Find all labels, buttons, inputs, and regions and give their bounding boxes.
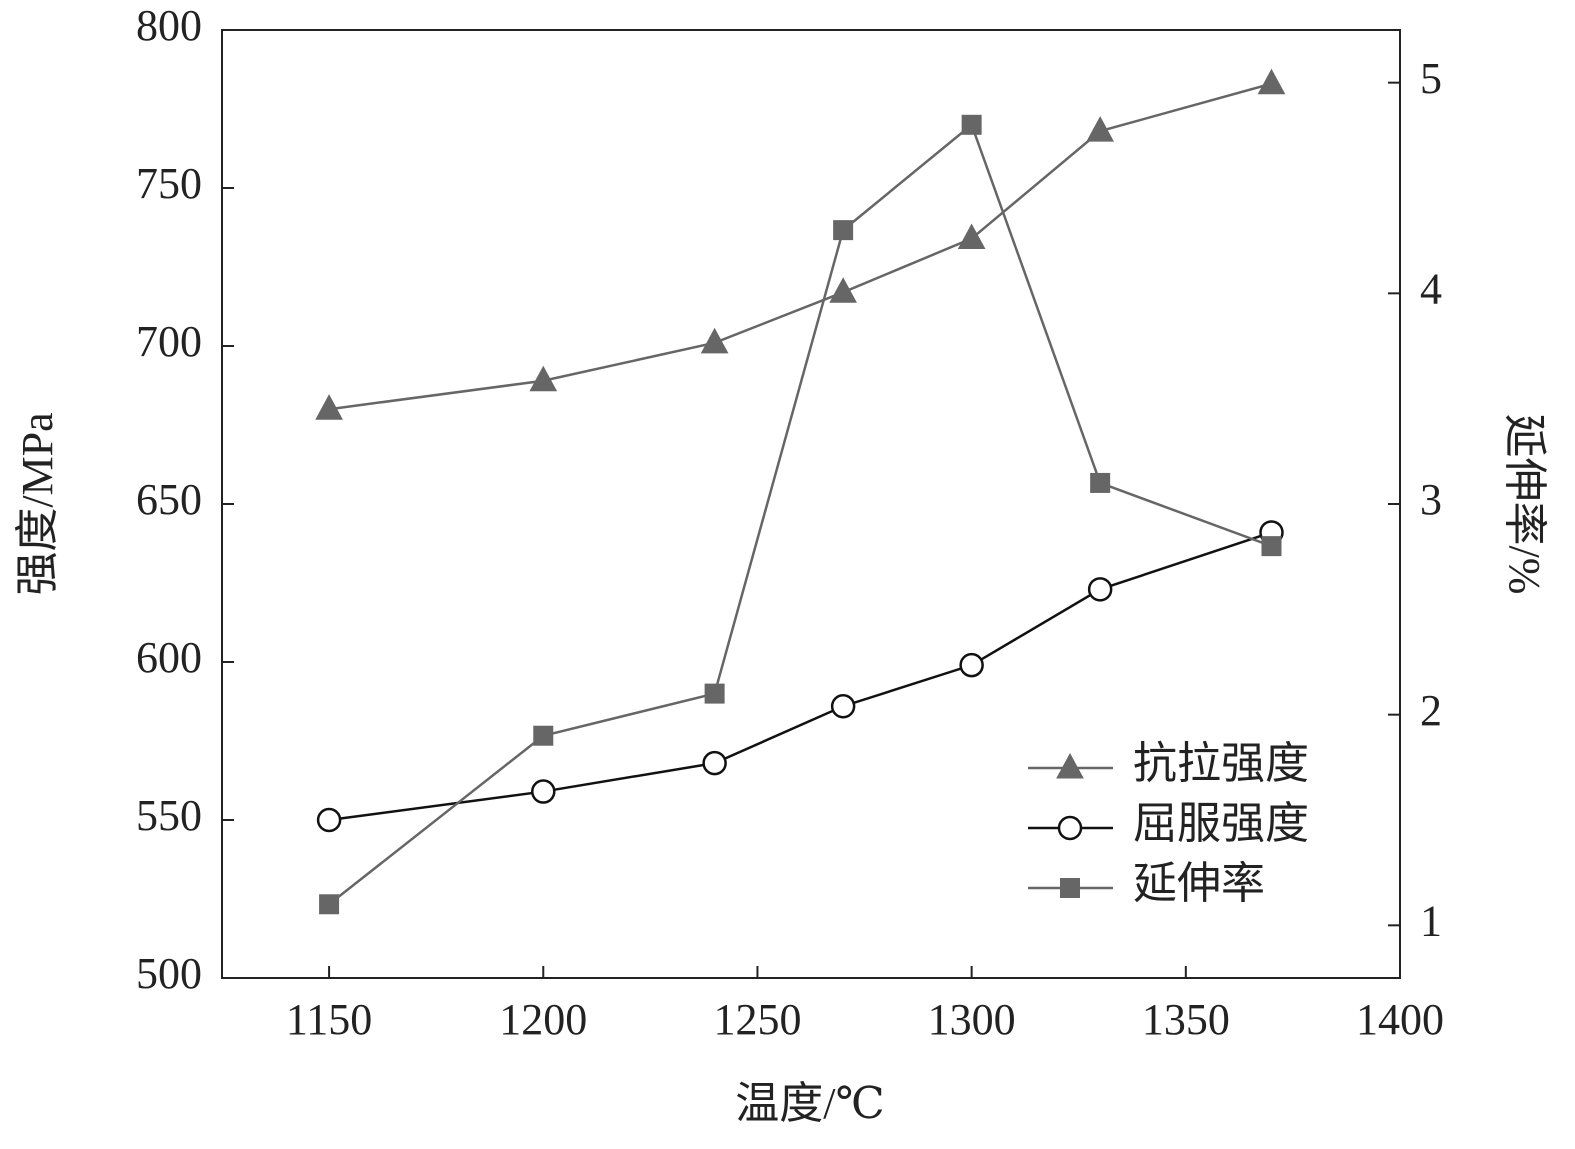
series-line	[328, 531, 1272, 822]
legend-text: 屈服强度	[1133, 799, 1309, 848]
x-tick-label: 1200	[499, 995, 587, 1044]
marker	[319, 894, 340, 915]
y2-axis-label: 延伸率/%	[1500, 414, 1549, 595]
marker	[959, 652, 984, 678]
y-tick-label: 800	[136, 1, 202, 50]
marker	[531, 779, 556, 804]
y-tick-label: 600	[136, 633, 202, 682]
legend-text: 抗拉强度	[1133, 739, 1309, 788]
marker	[704, 683, 725, 704]
legend-marker	[1057, 815, 1083, 841]
series-line	[328, 82, 1272, 411]
marker	[533, 725, 554, 746]
marker	[1090, 472, 1111, 493]
x-tick-label: 1250	[713, 995, 801, 1044]
legend-marker	[1060, 878, 1080, 898]
marker	[833, 220, 854, 241]
marker	[830, 693, 856, 719]
marker	[957, 223, 986, 250]
marker	[1257, 68, 1286, 95]
series-line	[328, 122, 1272, 906]
marker	[1261, 536, 1282, 557]
x-tick-label: 1300	[928, 995, 1016, 1044]
x-tick-label: 1400	[1356, 995, 1444, 1044]
y-tick-label: 650	[136, 475, 202, 524]
x-tick-label: 1150	[286, 995, 372, 1044]
y-tick-label: 550	[136, 791, 202, 840]
y2-tick-label: 2	[1420, 686, 1442, 735]
marker	[1087, 577, 1113, 602]
y-tick-label: 750	[136, 159, 202, 208]
marker	[1086, 116, 1114, 142]
y2-tick-label: 5	[1420, 54, 1442, 103]
y2-tick-label: 3	[1420, 475, 1442, 524]
y2-tick-label: 1	[1420, 896, 1442, 945]
marker	[315, 394, 343, 420]
x-tick-label: 1350	[1142, 995, 1230, 1044]
marker	[702, 750, 727, 776]
marker	[961, 114, 982, 135]
marker	[316, 807, 342, 833]
y-axis-label: 强度/MPa	[13, 412, 62, 595]
legend-marker	[1056, 752, 1084, 779]
marker	[700, 327, 729, 354]
marker	[829, 277, 857, 303]
legend-text: 延伸率	[1133, 859, 1265, 908]
marker	[529, 365, 558, 392]
x-axis-label: 温度/℃	[735, 1079, 884, 1128]
y2-tick-label: 4	[1420, 264, 1442, 313]
y-tick-label: 500	[136, 949, 202, 998]
y-tick-label: 700	[136, 317, 202, 366]
